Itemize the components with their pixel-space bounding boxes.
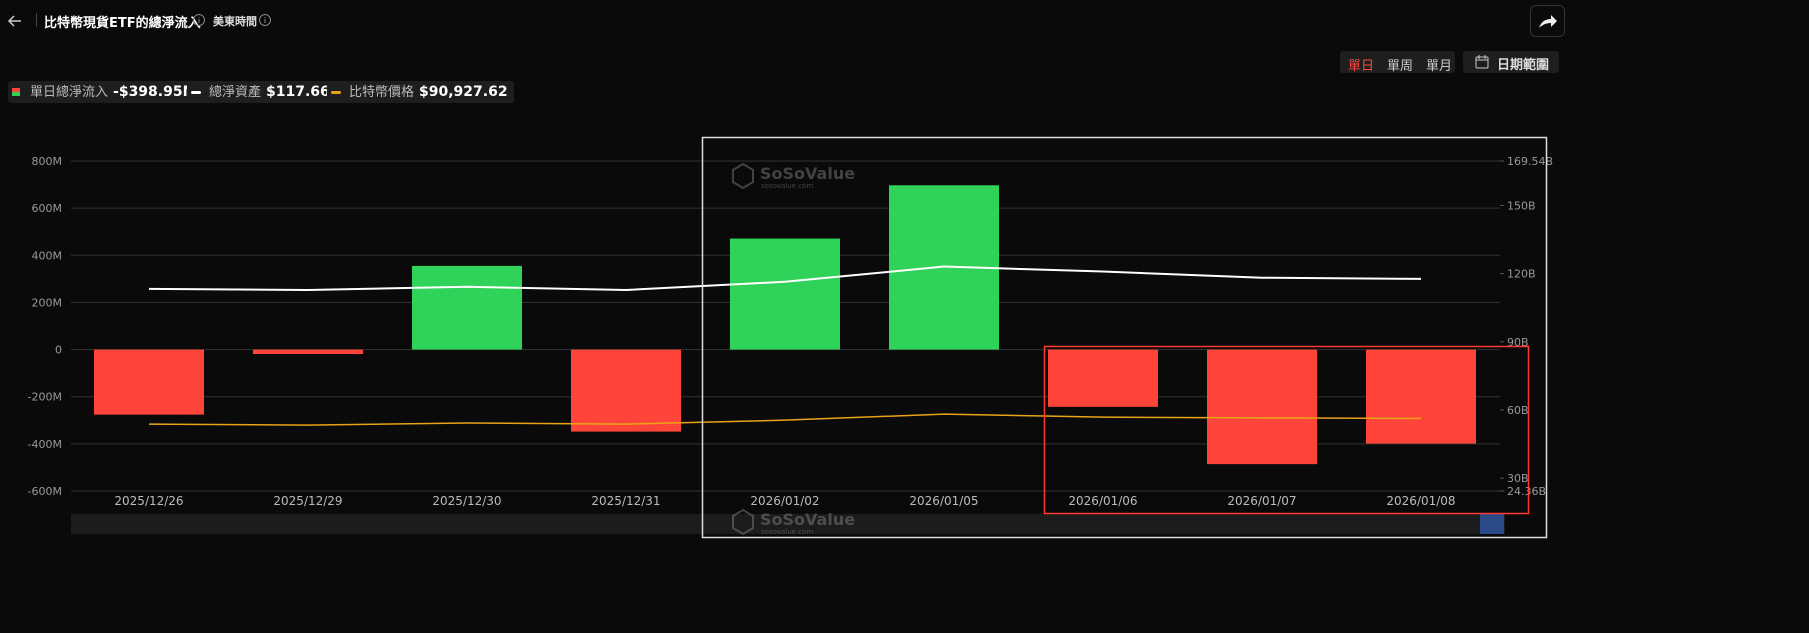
x-tick-label: 2026/01/05 [909,494,978,508]
x-tick-label: 2025/12/31 [591,494,660,508]
period-toggle [1340,51,1455,73]
highlight-frame [701,136,1548,539]
line [148,413,1422,426]
legend-name: 比特幣價格 [349,85,415,100]
y2-tick-label: 90B [1507,336,1529,349]
x-tick-label: 2025/12/30 [432,494,501,508]
legend-item: 比特幣價格 $90,927.62 [327,81,514,103]
legend-value: $117.66B [266,84,341,100]
period-button[interactable]: 單月 [1426,59,1453,74]
line [148,265,1422,291]
legend-name: 單日總淨流入 [30,85,109,100]
info-icon[interactable] [192,13,206,27]
bar [1207,349,1317,465]
highlight-frame [1043,345,1530,515]
share-button[interactable] [1530,5,1565,37]
y2-tick-label: 120B [1507,268,1536,281]
legend-item: 總淨資產 $117.66B [187,81,347,103]
legend-value: -$398.95M [113,84,197,100]
period-button[interactable]: 單周 [1387,59,1414,74]
legend-icon [331,91,341,94]
y-tick-label: 0 [55,344,62,357]
page-title: 比特幣現貨ETF的總淨流入 [44,16,201,31]
y2-tick-label: 150B [1507,199,1536,212]
x-tick-label: 2026/01/08 [1386,494,1455,508]
bar [253,349,363,355]
date-range-label: 日期範圍 [1497,58,1550,73]
watermark-name: SoSoValue [760,164,855,183]
x-tick-label: 2025/12/29 [273,494,342,508]
watermark-url: sosovalue.com [761,182,813,190]
bar [1048,349,1158,407]
y2-tick-label: 24.36B [1507,485,1546,498]
x-tick-label: 2026/01/02 [750,494,819,508]
y-tick-label: 600M [32,202,63,215]
y-tick-label: -400M [28,438,62,451]
date-range-button[interactable]: 日期範圍 [1463,51,1559,73]
y-tick-label: -200M [28,391,62,404]
info-icon[interactable] [258,13,272,27]
legend-value: $90,927.62 [419,84,508,100]
watermark-url: sosovalue.com [761,528,813,536]
x-tick-label: 2026/01/07 [1227,494,1296,508]
legend-icon [191,91,201,94]
bar [571,349,681,432]
legend-icon [12,88,20,96]
watermark: SoSoValue sosovalue.com SoSoValue sosova… [732,162,855,536]
period-button[interactable]: 單日 [1348,59,1375,74]
legend-name: 總淨資產 [209,85,262,100]
y2-tick-label: 60B [1507,404,1529,417]
watermark-name: SoSoValue [760,510,855,529]
y2-tick-label: 30B [1507,472,1529,485]
x-tick-label: 2025/12/26 [114,494,183,508]
bar [412,265,522,350]
y2-tick-label: 169.54B [1507,155,1553,168]
divider [36,13,37,27]
timezone: 美東時間 [213,15,257,28]
y-tick-label: 800M [32,155,63,168]
bar [94,349,204,415]
y-tick-label: -600M [28,485,62,498]
y-tick-label: 200M [32,296,63,309]
bar [730,238,840,350]
navigator-handle[interactable] [1480,514,1504,534]
bar [1366,349,1476,444]
back-button[interactable] [6,12,24,30]
legend-item: 單日總淨流入 -$398.95M [8,81,203,103]
x-tick-label: 2026/01/06 [1068,494,1137,508]
y-tick-label: 400M [32,249,63,262]
navigator[interactable] [71,514,1505,534]
